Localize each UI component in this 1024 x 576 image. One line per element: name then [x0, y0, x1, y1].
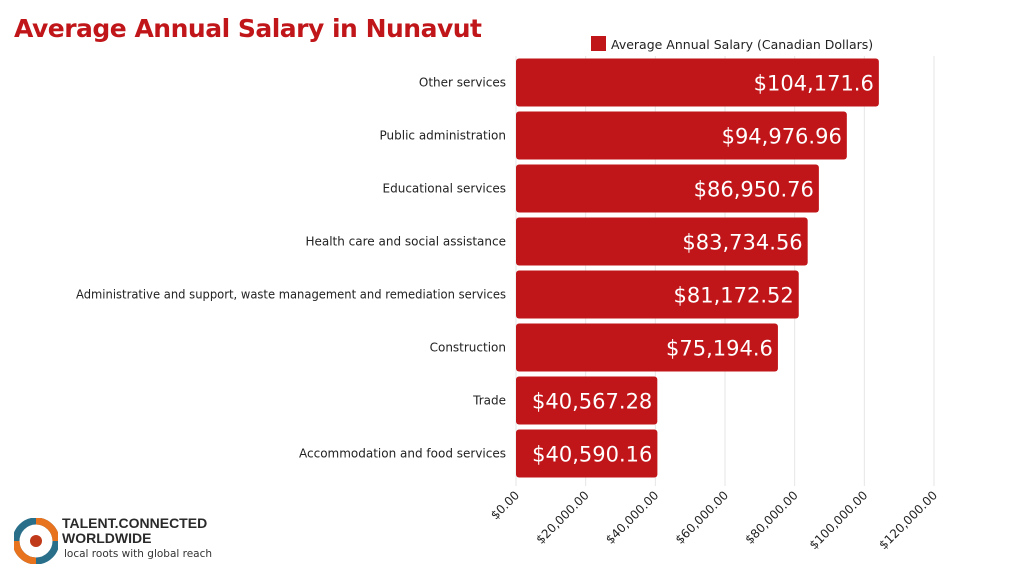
- bar: [516, 270, 799, 319]
- legend-label: Average Annual Salary (Canadian Dollars): [611, 37, 873, 52]
- x-tick-label: $60,000.00: [673, 488, 731, 546]
- category-label: Other services: [419, 76, 506, 90]
- x-tick-label: $40,000.00: [603, 488, 661, 546]
- bar-value-label: $40,590.16: [532, 443, 652, 467]
- x-tick-label: $20,000.00: [533, 488, 591, 546]
- bar: [516, 323, 778, 372]
- bar-value-label: $40,567.28: [532, 390, 652, 414]
- bar-value-label: $94,976.96: [722, 125, 842, 149]
- category-label: Accommodation and food services: [299, 447, 506, 461]
- logo-mark-icon: [14, 518, 58, 564]
- bar: [516, 217, 808, 266]
- bar-value-label: $81,172.52: [674, 284, 794, 308]
- chart-title: Average Annual Salary in Nunavut: [14, 14, 482, 43]
- x-tick-label: $80,000.00: [742, 488, 800, 546]
- x-tick-label: $120,000.00: [876, 488, 940, 552]
- bar: [516, 58, 879, 107]
- category-label: Public administration: [380, 129, 507, 143]
- company-logo: TALENT.CONNECTED WORLDWIDE local roots w…: [14, 516, 234, 566]
- category-label: Health care and social assistance: [305, 235, 506, 249]
- bar: [516, 376, 658, 425]
- bar: [516, 429, 658, 478]
- category-label: Educational services: [383, 182, 506, 196]
- brand-name-line2: WORLDWIDE: [62, 530, 152, 546]
- x-tick-label: $100,000.00: [807, 488, 871, 552]
- category-label: Trade: [472, 394, 506, 408]
- brand-name-line1: TALENT.CONNECTED: [62, 515, 208, 531]
- category-label: Construction: [430, 341, 506, 355]
- brand-tagline: local roots with global reach: [64, 548, 213, 560]
- bar: [516, 111, 847, 160]
- bar-value-label: $104,171.6: [754, 72, 874, 96]
- category-label: Administrative and support, waste manage…: [76, 288, 506, 302]
- legend-swatch: [591, 36, 606, 51]
- legend: Average Annual Salary (Canadian Dollars): [591, 36, 873, 52]
- brand-name: TALENT.CONNECTED WORLDWIDE: [62, 516, 207, 546]
- bar-value-label: $83,734.56: [682, 231, 802, 255]
- x-tick-label: $0.00: [488, 488, 522, 522]
- bar: [516, 164, 819, 213]
- bar-value-label: $75,194.6: [666, 337, 773, 361]
- bar-value-label: $86,950.76: [694, 178, 814, 202]
